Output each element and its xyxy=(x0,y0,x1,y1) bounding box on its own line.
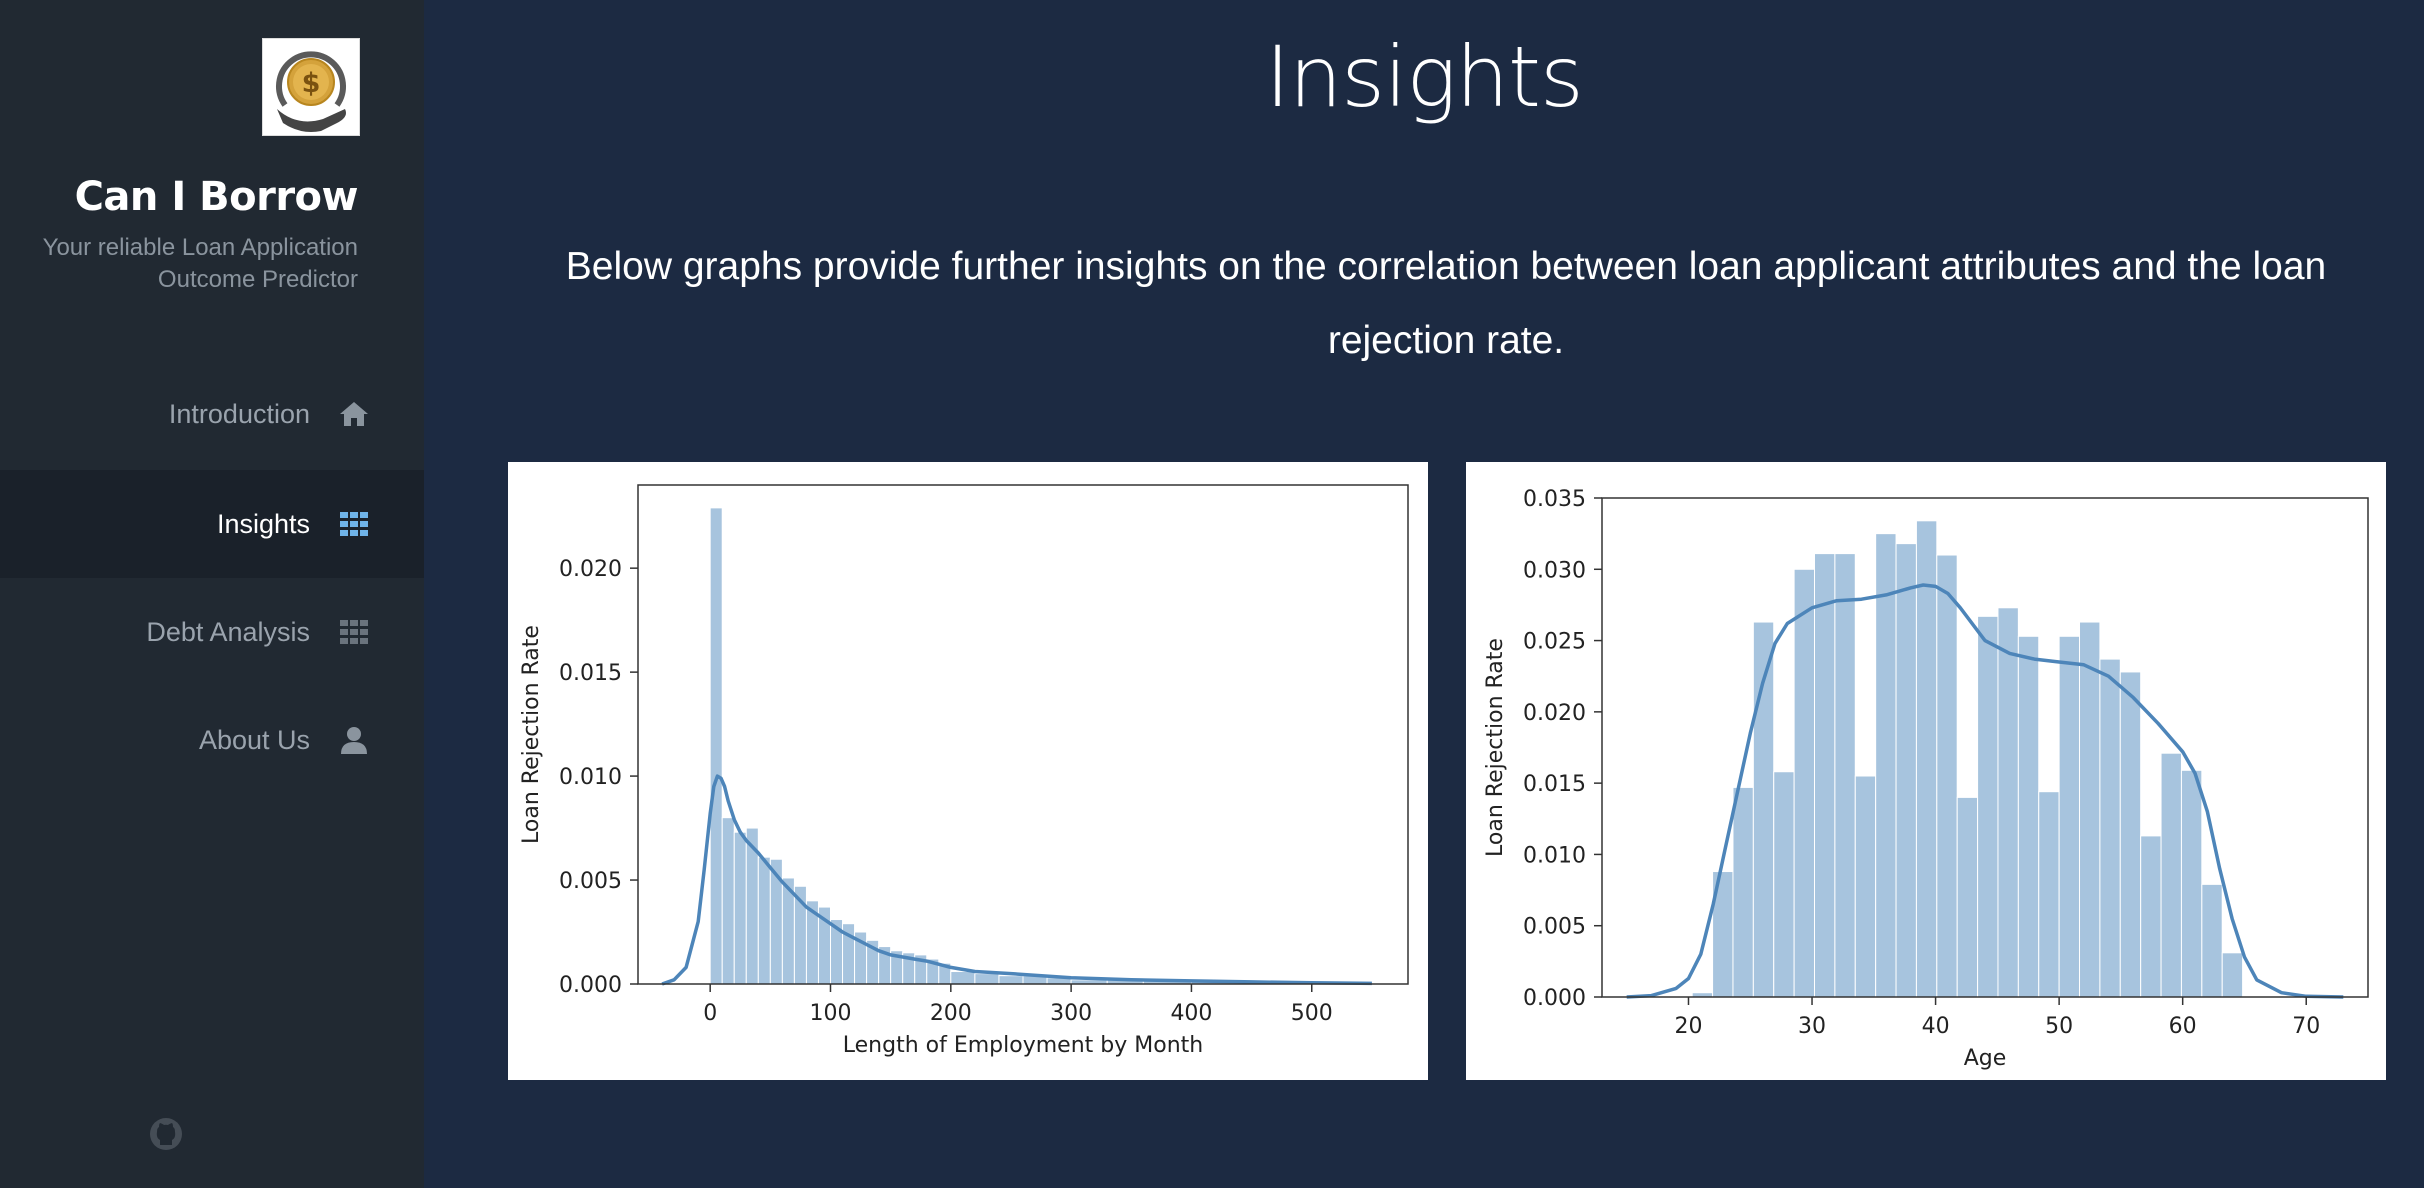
histogram-bar xyxy=(2140,835,2162,998)
histogram-bar xyxy=(950,971,976,985)
x-tick-label: 70 xyxy=(2292,1014,2320,1039)
histogram-bar xyxy=(2119,671,2142,998)
x-tick-label: 200 xyxy=(930,1001,972,1026)
x-tick-label: 60 xyxy=(2169,1014,2197,1039)
histogram-bar xyxy=(2160,752,2182,998)
sidebar: $ Can I Borrow Your reliable Loan Applic… xyxy=(0,0,424,1188)
intro-text: Below graphs provide further insights on… xyxy=(565,245,2327,362)
histogram-bar xyxy=(1895,543,1917,998)
histogram-bar xyxy=(2201,883,2223,998)
histogram-bar xyxy=(2079,621,2101,998)
y-axis-label: Loan Rejection Rate xyxy=(1483,638,1508,857)
x-tick-label: 500 xyxy=(1291,1001,1333,1026)
histogram-bar xyxy=(757,856,771,985)
histogram-bar xyxy=(1732,786,1754,998)
chart-panel-age: 20 30 40 50 60 70 0.000 0.005 0.010 0.015 0.020 0.0… xyxy=(1466,462,2386,1080)
kde-line xyxy=(1626,583,2344,999)
y-tick-label: 0.010 xyxy=(1523,843,1586,868)
sidebar-item-label: Introduction xyxy=(168,399,310,429)
sidebar-item-label: Insights xyxy=(216,509,310,539)
sidebar-item-label: About Us xyxy=(198,725,310,755)
brand-tagline: Your reliable Loan Application Outcome P… xyxy=(42,234,358,293)
x-tick-label: 0 xyxy=(703,1001,717,1026)
histogram-bar xyxy=(1977,615,1999,998)
histogram-bar xyxy=(1915,520,1938,998)
github-link[interactable] xyxy=(148,1116,184,1152)
sidebar-item-introduction[interactable]: Introduction xyxy=(0,360,424,468)
histogram-bar xyxy=(2099,658,2121,998)
grid-icon xyxy=(340,512,368,536)
page-title: Insights xyxy=(1265,28,1583,126)
y-tick-label: 0.020 xyxy=(559,557,622,582)
histogram-bar xyxy=(1854,775,1877,998)
y-tick-label: 0.030 xyxy=(1523,558,1586,583)
sidebar-item-debt-analysis[interactable]: Debt Analysis xyxy=(0,578,424,686)
y-tick-label: 0.015 xyxy=(1523,772,1586,797)
grid-icon xyxy=(340,620,368,644)
histogram-bar xyxy=(1956,796,1979,998)
y-tick-label: 0.005 xyxy=(1523,915,1586,940)
user-icon xyxy=(341,727,367,754)
coin-hand-logo-icon: $ xyxy=(276,51,346,132)
x-tick-label: 40 xyxy=(1922,1014,1950,1039)
histogram-bar xyxy=(974,973,1000,985)
y-tick-label: 0.020 xyxy=(1523,701,1586,726)
histogram-bar xyxy=(721,817,735,985)
y-tick-label: 0.015 xyxy=(559,661,622,686)
histogram-bar xyxy=(2017,635,2040,998)
histogram-bar xyxy=(1997,607,2019,998)
sidebar-item-insights[interactable]: Insights xyxy=(0,470,424,578)
svg-text:$: $ xyxy=(302,68,321,99)
histogram-bar xyxy=(998,975,1024,985)
histogram-bar xyxy=(2180,769,2203,998)
histogram-bar xyxy=(1834,553,1856,998)
x-tick-label: 400 xyxy=(1170,1001,1212,1026)
histogram-bar xyxy=(1773,771,1795,998)
sidebar-item-label: Debt Analysis xyxy=(146,617,310,647)
x-axis-label: Length of Employment by Month xyxy=(843,1033,1203,1058)
brand-title: Can I Borrow xyxy=(74,174,359,220)
x-tick-label: 300 xyxy=(1050,1001,1092,1026)
plot-frame xyxy=(1601,497,2369,998)
age-histogram-chart: 20 30 40 50 60 70 0.000 0.005 0.010 0.015 0.020 0.0… xyxy=(1483,487,2369,1071)
y-tick-label: 0.005 xyxy=(559,869,622,894)
y-tick-label: 0.000 xyxy=(559,973,622,998)
plot-frame xyxy=(637,484,1409,985)
kde-line xyxy=(661,774,1372,986)
histogram-bar xyxy=(2058,635,2081,998)
y-tick-label: 0.010 xyxy=(559,765,622,790)
x-axis-label: Age xyxy=(1964,1046,2007,1071)
y-tick-label: 0.025 xyxy=(1523,630,1586,655)
logo[interactable]: $ xyxy=(262,38,360,136)
sidebar-item-about-us[interactable]: About Us xyxy=(0,686,424,794)
home-icon xyxy=(340,402,368,426)
histogram-bar xyxy=(1793,568,1816,998)
histogram-bar xyxy=(733,831,747,985)
histogram-bar xyxy=(1814,553,1836,998)
histogram-bar xyxy=(1875,533,1897,998)
x-tick-label: 100 xyxy=(810,1001,852,1026)
y-tick-label: 0.035 xyxy=(1523,487,1586,512)
histogram-bar xyxy=(1936,554,1958,998)
y-tick-label: 0.000 xyxy=(1523,986,1586,1011)
histogram-bar xyxy=(2221,952,2244,998)
employment-histogram-chart: 0 100 200 300 400 500 0.000 0.005 0.010 0.015 0.02… xyxy=(519,484,1409,1058)
github-icon xyxy=(150,1118,182,1150)
histogram-bar xyxy=(709,507,723,985)
x-tick-label: 50 xyxy=(2045,1014,2073,1039)
y-axis-label: Loan Rejection Rate xyxy=(519,625,544,844)
x-tick-label: 30 xyxy=(1798,1014,1826,1039)
chart-panel-employment: 0 100 200 300 400 500 0.000 0.005 0.010 0.015 0.02… xyxy=(508,462,1428,1080)
x-tick-label: 20 xyxy=(1674,1014,1702,1039)
histogram-bar xyxy=(2038,791,2060,998)
